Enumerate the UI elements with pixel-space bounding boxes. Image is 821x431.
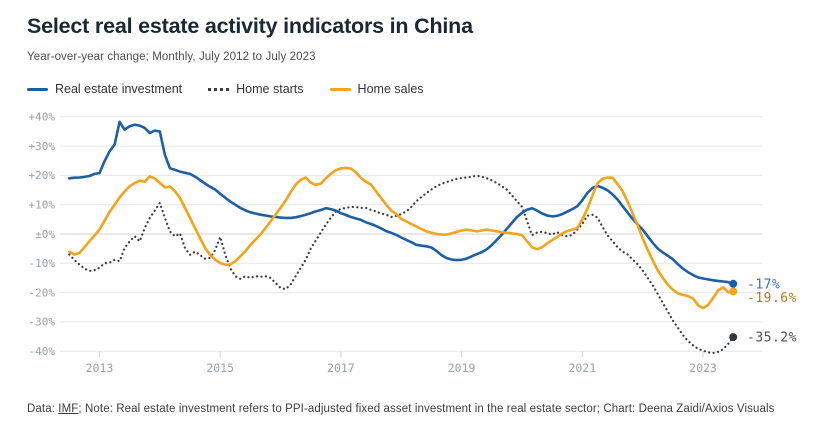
source-note: Data: IMF; Note: Real estate investment … [27, 403, 774, 415]
y-tick-label: -10% [29, 257, 56, 270]
legend-swatch-dotted [208, 87, 230, 91]
source-link[interactable]: IMF [58, 403, 79, 415]
legend-item-home-sales: Home sales [329, 82, 424, 96]
legend-label: Home starts [236, 82, 304, 96]
end-label-real-estate-investment: -17% [747, 277, 780, 292]
y-tick-label: +30% [29, 140, 56, 153]
end-label-home-sales: -19.6% [747, 291, 797, 306]
page-title: Select real estate activity indicators i… [27, 14, 473, 38]
y-tick-label: -30% [29, 316, 56, 329]
end-label-home-starts: -35.2% [747, 331, 797, 346]
y-tick-label: -20% [29, 286, 56, 299]
y-tick-label: +40% [29, 111, 56, 124]
legend-swatch-solid [329, 87, 351, 91]
x-tick-label: 2019 [448, 361, 476, 375]
x-axis: 2013 2015 2017 2019 2021 2023 [86, 351, 717, 375]
end-dot-real-estate-investment [729, 279, 738, 288]
y-tick-label: +20% [29, 169, 56, 182]
chart-legend: Real estate investment Home starts Home sa… [27, 82, 424, 96]
source-label: Data: [27, 403, 59, 415]
legend-label: Real estate investment [55, 82, 183, 96]
legend-item-real-estate-investment: Real estate investment [27, 82, 182, 96]
chart-subtitle: Year-over-year change; Monthly, July 201… [27, 51, 316, 63]
series-end-markers: -17%-19.6% -35.2% [729, 277, 797, 346]
series-line-real-estate-investment [68, 120, 735, 286]
x-tick-label: 2023 [689, 361, 717, 375]
grid-lines [60, 116, 762, 352]
legend-swatch-solid [27, 87, 48, 91]
legend-label: Home sales [357, 82, 424, 96]
x-tick-label: 2021 [568, 361, 596, 375]
end-dot-home-sales [729, 287, 738, 296]
end-dot-home-starts [729, 333, 738, 342]
y-tick-label: -40% [29, 345, 56, 358]
series-line-home-starts [68, 174, 735, 355]
x-tick-label: 2017 [327, 361, 355, 375]
x-tick-label: 2013 [86, 361, 114, 375]
y-axis-labels: +40% +30% +20% +10% ±0% -10% -20% -30% -40% [29, 111, 56, 358]
series-lines [68, 120, 735, 355]
y-tick-label: +10% [29, 199, 56, 212]
series-line-home-sales [68, 166, 735, 310]
legend-item-home-starts: Home starts [208, 82, 304, 96]
note-text: ; Note: Real estate investment refers to… [78, 403, 775, 415]
y-tick-label: ±0% [35, 228, 55, 241]
x-tick-label: 2015 [206, 361, 234, 375]
